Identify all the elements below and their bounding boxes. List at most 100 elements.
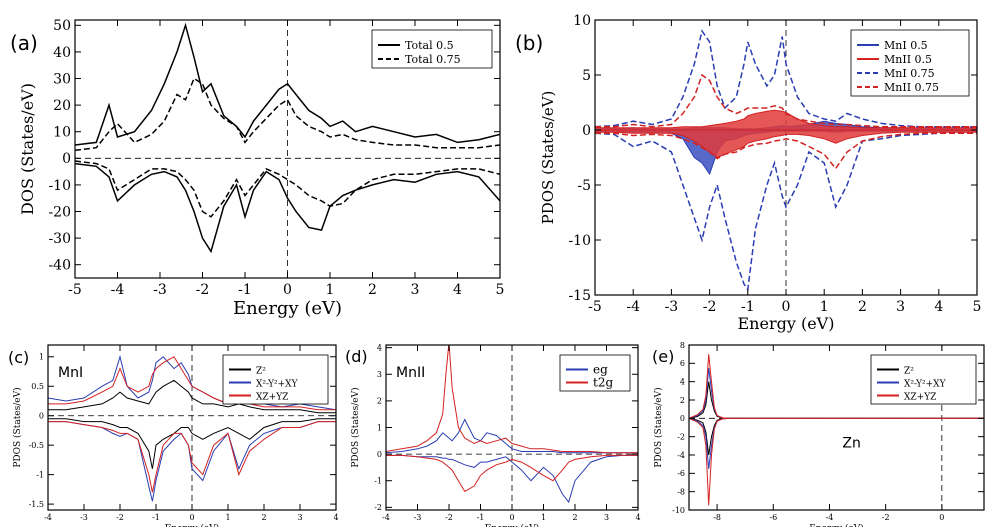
x-tick-label: 3: [896, 299, 905, 315]
y-tick-label: -4: [677, 451, 685, 460]
series-a-0-up: [75, 22, 500, 146]
y-tick-label: 4: [680, 377, 685, 386]
x-tick-label: -1: [741, 299, 755, 315]
y-tick-label: 6: [680, 359, 685, 368]
inner-label: Zn: [842, 435, 860, 451]
series-c-2-down: [48, 421, 336, 493]
series-b-2-down: [595, 132, 977, 292]
x-tick-label: -4: [382, 513, 390, 522]
x-tick-label: 1: [541, 513, 546, 522]
x-axis-label: Energy (eV): [809, 523, 864, 527]
panel-label: (b): [515, 31, 543, 55]
legend-entry: t2g: [593, 376, 613, 390]
y-tick-label: -15: [568, 288, 591, 304]
legend-entry: XZ+YZ: [256, 393, 288, 403]
x-tick-label: -4: [626, 299, 640, 315]
legend-box: [850, 29, 970, 97]
y-tick-label: -8: [677, 487, 685, 496]
panel-label: (d): [345, 347, 368, 366]
legend-entry: Total 0.75: [405, 53, 461, 66]
y-tick-label: 50: [53, 18, 71, 34]
series-a-0-down: [75, 162, 500, 254]
y-tick-label: 2: [377, 397, 382, 406]
x-axis-label: Energy (eV): [485, 523, 540, 527]
y-tick-label: -30: [48, 231, 71, 247]
series-d-1-up: [386, 345, 638, 454]
x-tick-label: 2: [858, 299, 867, 315]
panel-a: -5 -4 -3 -2 -1 0 1 2 3 4 5-40-30-20-1001020304050E…: [10, 18, 504, 319]
x-tick-label: 3: [411, 282, 420, 298]
inner-label: MnII: [396, 365, 425, 381]
axes-frame-e: [688, 344, 985, 511]
x-tick-label: -1: [152, 513, 160, 522]
series-b-1-up: [595, 109, 977, 131]
x-tick-label: -1: [238, 282, 252, 298]
series-c-2-up: [48, 356, 336, 411]
x-tick-label: -2: [116, 513, 124, 522]
legend-entry: Z²: [904, 367, 914, 377]
y-axis-label: PDOS (States/eV): [539, 91, 557, 225]
legend-entry: XZ+YZ: [904, 393, 936, 403]
y-tick-label: 5: [582, 68, 591, 84]
y-tick-label: 10: [53, 125, 71, 141]
x-tick-label: -1: [477, 513, 485, 522]
series-b-1-down: [595, 129, 977, 159]
y-axis-label: PDOS (States/eV): [350, 387, 361, 467]
series-c-0-down: [48, 418, 336, 469]
x-tick-label: -4: [111, 282, 125, 298]
series-d-0-down: [386, 454, 638, 504]
x-tick-label: -4: [826, 513, 834, 522]
y-axis-label: PDOS (States/eV): [653, 387, 664, 467]
x-tick-label: -3: [80, 513, 88, 522]
series-a-1-down: [75, 160, 500, 218]
x-tick-label: -5: [68, 282, 82, 298]
plot-area-d: [386, 345, 638, 510]
legend-e: Z² X²-Y²+XY XZ+YZ: [870, 354, 977, 405]
y-tick-label: -10: [568, 233, 591, 249]
x-tick-label: 3: [297, 513, 302, 522]
x-axis-label: Energy (eV): [738, 314, 835, 333]
plot-area-b: [595, 20, 977, 295]
series-b-3-up: [595, 73, 977, 128]
x-axis-label: Energy (eV): [233, 298, 342, 319]
x-tick-label: 2: [572, 513, 577, 522]
y-tick-label: 4: [377, 343, 382, 352]
y-tick-label: 0: [62, 151, 71, 167]
x-tick-label: -6: [769, 513, 777, 522]
series-e-0-down: [689, 417, 984, 456]
legend-entry: X²-Y²+XY: [256, 380, 299, 390]
legend-box: [559, 354, 631, 392]
y-tick-label: -6: [677, 469, 685, 478]
x-tick-label: 0: [283, 282, 292, 298]
y-tick-label: -5: [577, 178, 591, 194]
series-e-1-down: [689, 417, 984, 469]
series-b-2-up: [595, 29, 977, 128]
panel-d: -4 -3 -2 -1 0 1 2 3 4 -2 -1 0 1 2 3 4 Energy (eV) PDOS (S…: [345, 343, 641, 527]
legend-c: Z² X²-Y²+XY XZ+YZ: [222, 354, 329, 405]
y-tick-label: 0.5: [31, 382, 44, 391]
series-b-3-down: [595, 132, 977, 170]
y-tick-label: 1: [377, 423, 382, 432]
panel-label: (e): [652, 347, 674, 366]
y-tick-label: -1.5: [29, 500, 44, 509]
y-tick-label: 1: [39, 353, 44, 362]
legend-entry: MnII 0.5: [884, 53, 932, 66]
x-tick-label: -5: [588, 299, 602, 315]
y-tick-label: -10: [672, 506, 685, 515]
inner-label: MnI: [58, 365, 83, 381]
x-tick-label: 2: [368, 282, 377, 298]
y-axis-label: DOS (States/eV): [18, 83, 37, 215]
x-tick-label: 0: [939, 513, 944, 522]
x-tick-label: 4: [934, 299, 943, 315]
y-tick-label: -1: [374, 477, 382, 486]
y-tick-label: 0: [377, 450, 382, 459]
x-tick-label: 4: [453, 282, 462, 298]
y-tick-label: 8: [680, 341, 685, 350]
x-tick-label: 5: [496, 282, 505, 298]
y-tick-label: 0: [39, 412, 44, 421]
legend-entry: Total 0.5: [405, 39, 454, 52]
